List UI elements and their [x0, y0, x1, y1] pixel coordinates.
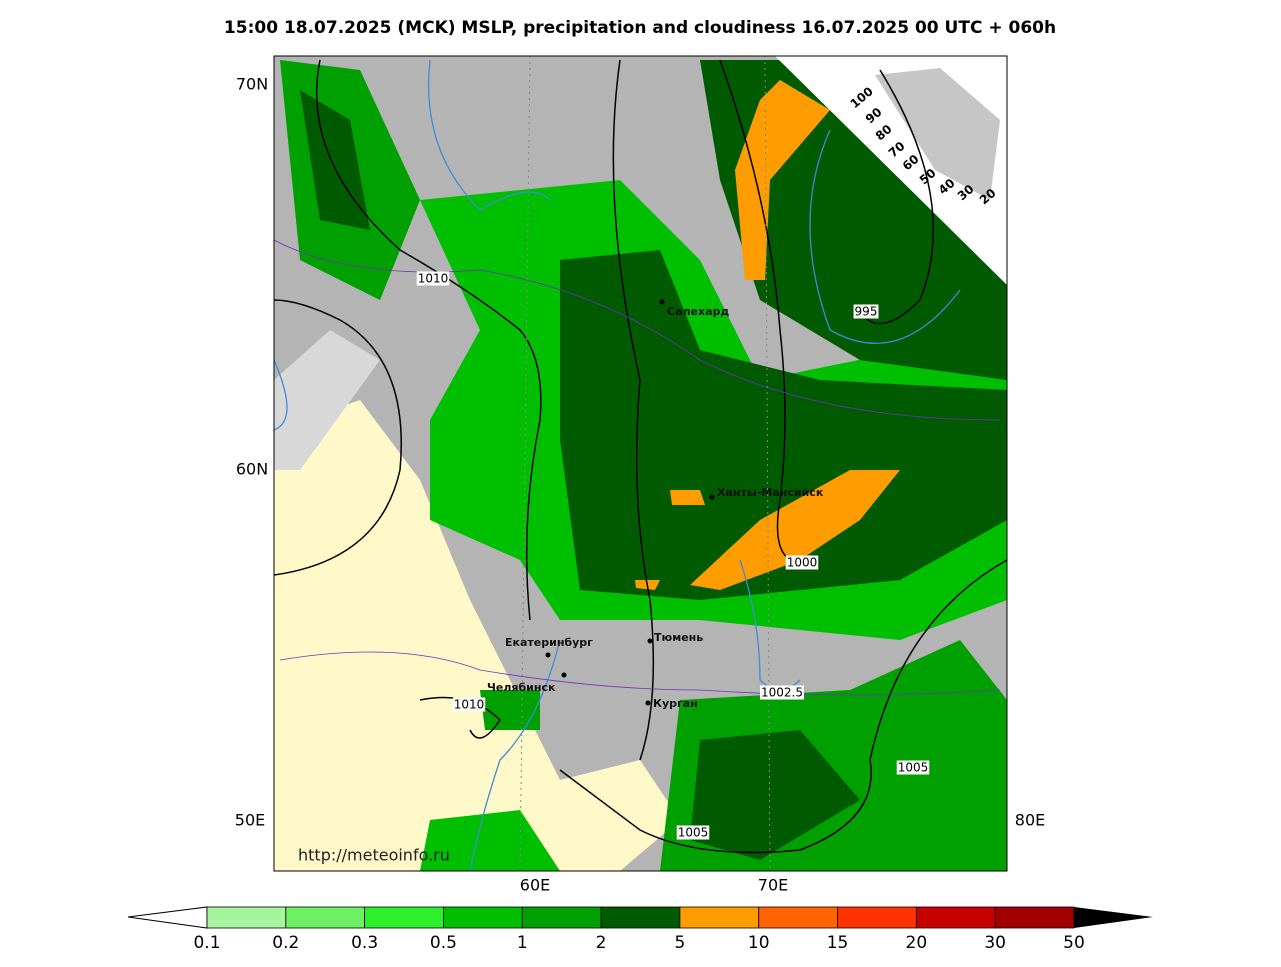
legend: 0.1 0.2 0.3 0.5 1 2 5 10 15 20 30 50 [193, 906, 1085, 953]
legend-swatch [443, 906, 523, 929]
isobar-label-bg [760, 685, 804, 700]
legend-label: 50 [1063, 933, 1085, 953]
city-label: Ханты-Мансийск [717, 486, 824, 499]
legend-swatch [364, 906, 444, 929]
isobar-label-bg [896, 760, 930, 775]
legend-label: 20 [906, 933, 928, 953]
city-dot [647, 638, 653, 644]
legend-swatch [206, 906, 287, 929]
legend-under [127, 906, 208, 929]
legend-label: 2 [596, 933, 607, 953]
isobar-label: 1005 [678, 826, 709, 840]
legend-label: 0.2 [272, 933, 299, 953]
precip-area [690, 730, 860, 860]
city-dot [545, 652, 551, 658]
isobar-label-bg [853, 304, 879, 319]
legend-label: 30 [984, 933, 1006, 953]
city-label: Курган [653, 697, 698, 710]
precip-heavy [690, 470, 900, 590]
lon-label: 50E [235, 811, 265, 830]
precip-area [480, 690, 540, 730]
isobar-label: 1000 [787, 556, 818, 570]
city-dot [561, 672, 567, 678]
clear-area [274, 400, 680, 871]
map-field [274, 56, 1007, 871]
legend-swatch [837, 906, 917, 929]
graticule [519, 56, 771, 871]
watermark: http://meteoinfo.ru [298, 846, 450, 865]
legend-label: 1 [517, 933, 528, 953]
precip-area [560, 250, 1007, 600]
city-label: Челябинск [487, 681, 556, 694]
map-frame [273, 55, 1008, 872]
lat-label: 60N [236, 460, 268, 479]
borders [274, 239, 1001, 696]
city-dot [645, 700, 651, 706]
legend-label: 0.3 [351, 933, 378, 953]
legend-swatch [521, 906, 602, 929]
precip-area [300, 90, 370, 230]
isobars [274, 59, 1007, 854]
legend-swatch [285, 906, 366, 929]
city-dot [709, 494, 715, 500]
city-dot [659, 299, 665, 305]
legend-label: 15 [827, 933, 849, 953]
legend-swatch [758, 906, 838, 929]
lon-label: 80E [1015, 811, 1045, 830]
lat-label: 70N [236, 75, 268, 94]
isobar-label: 1005 [898, 761, 929, 775]
city-label: Екатеринбург [505, 636, 593, 649]
legend-label: 0.5 [430, 933, 457, 953]
isobar-label: 1010 [418, 272, 449, 286]
cloud-scale-wheel [875, 68, 1000, 200]
city-label: Салехард [667, 305, 729, 318]
legend-swatch [994, 906, 1075, 929]
isobar-label-bg [416, 271, 450, 286]
legend-swatch [915, 906, 996, 929]
isobar-label-bg [452, 697, 486, 712]
isobar-label-bg [676, 825, 710, 840]
isobar-label-bg [785, 555, 819, 570]
isobar-label: 995 [855, 305, 878, 319]
legend-label: 0.1 [193, 933, 220, 953]
legend-swatch [679, 906, 760, 929]
isobar-label: 1002.5 [761, 686, 803, 700]
title: 15:00 18.07.2025 (MCK) MSLP, precipitati… [224, 18, 1056, 38]
legend-over [1074, 907, 1153, 928]
labels: 70N 60N 50E 60E 70E 80E Салехард Ханты-Мансийск… [235, 75, 1045, 895]
precip-heavy [635, 490, 705, 590]
legend-label: 5 [674, 933, 685, 953]
precip-heavy [735, 80, 830, 280]
lon-label: 60E [520, 876, 550, 895]
lon-label: 70E [758, 876, 788, 895]
legend-label: 10 [748, 933, 770, 953]
city-label: Тюмень [654, 631, 703, 644]
cloud-area [274, 330, 380, 470]
legend-swatch [600, 906, 681, 929]
isobar-label: 1010 [454, 698, 485, 712]
precip-area [420, 810, 560, 871]
